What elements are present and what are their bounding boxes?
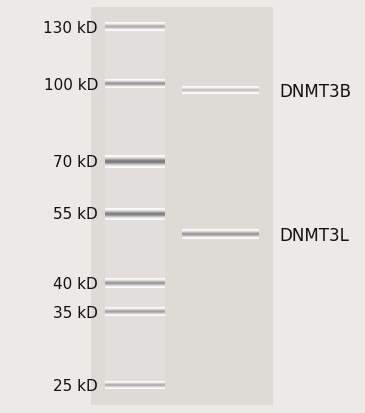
Text: 130 kD: 130 kD [43,21,98,36]
Text: 40 kD: 40 kD [53,276,98,291]
Text: 55 kD: 55 kD [53,207,98,222]
FancyBboxPatch shape [91,8,273,405]
Text: 35 kD: 35 kD [53,305,98,320]
Text: DNMT3L: DNMT3L [280,226,350,244]
Text: 25 kD: 25 kD [53,378,98,393]
Text: DNMT3B: DNMT3B [280,83,351,100]
Text: 70 kD: 70 kD [53,155,98,170]
Text: 100 kD: 100 kD [43,78,98,93]
